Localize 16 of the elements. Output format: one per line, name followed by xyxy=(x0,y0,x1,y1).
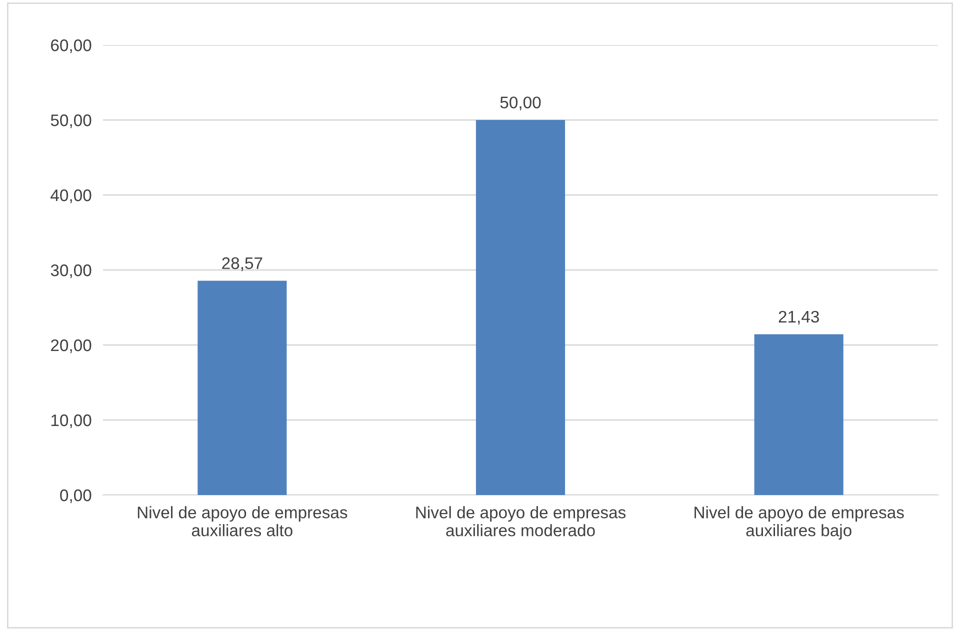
bar xyxy=(198,280,287,495)
y-tick-label: 30,00 xyxy=(50,264,92,278)
data-label: 21,43 xyxy=(778,310,819,325)
x-tick-label: Nivel de apoyo de empresas auxiliares alto xyxy=(138,506,348,536)
bar xyxy=(754,334,844,495)
bar xyxy=(476,120,566,495)
y-tick-label: 50,00 xyxy=(50,114,92,128)
y-tick-label: 40,00 xyxy=(50,189,92,204)
data-label: 28,57 xyxy=(222,257,262,272)
x-tick-label: Nivel de apoyo de empresas auxiliares moderado xyxy=(416,506,626,536)
y-tick-label: 60,00 xyxy=(51,39,92,54)
y-tick-label: 20,00 xyxy=(51,339,92,354)
y-tick-label: 0,00 xyxy=(60,489,92,504)
y-tick-label: 10,00 xyxy=(51,414,92,428)
data-label: 50,00 xyxy=(500,96,541,110)
x-tick-label: Nivel de apoyo de empresas auxiliares bajo xyxy=(694,506,904,540)
